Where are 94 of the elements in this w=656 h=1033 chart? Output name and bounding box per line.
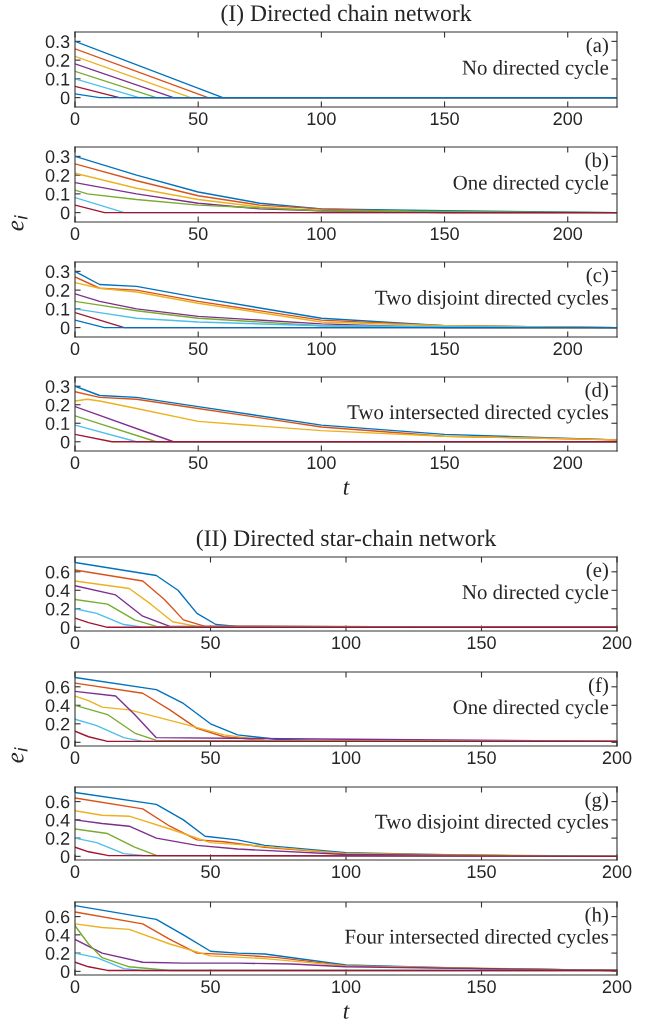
annotation: One directed cycle xyxy=(453,699,609,719)
x-tick-label: 150 xyxy=(467,636,496,650)
x-tick-label: 150 xyxy=(467,751,496,765)
y-tick-label: 0.2 xyxy=(45,947,70,960)
x-tick-label: 100 xyxy=(332,980,361,994)
y-tick-label: 0.4 xyxy=(45,813,70,827)
y-tick-label: 0.2 xyxy=(45,284,70,297)
chart-title: (I) Directed chain network xyxy=(221,4,472,26)
chart-title: (II) Directed star-chain network xyxy=(196,529,497,551)
y-tick-label: 0.2 xyxy=(45,398,70,412)
x-tick-label: 0 xyxy=(70,636,80,650)
x-tick-label: 50 xyxy=(201,980,220,994)
x-tick-label: 0 xyxy=(70,456,80,470)
y-axis-title: e$_{i}$ xyxy=(11,215,28,231)
annotation: (g) xyxy=(585,792,608,812)
y-tick-label: 0.1 xyxy=(45,302,70,316)
x-tick-label: 200 xyxy=(553,227,583,241)
y-tick-label: 0.1 xyxy=(45,417,70,430)
y-tick-label: 0 xyxy=(60,850,70,864)
y-tick-label: 0.3 xyxy=(45,35,70,49)
y-tick-label: 0.4 xyxy=(45,928,70,942)
y-tick-label: 0.6 xyxy=(45,910,70,924)
x-tick-label: 0 xyxy=(70,751,80,765)
y-tick-label: 0.6 xyxy=(45,680,70,694)
x-tick-label: 150 xyxy=(430,342,459,356)
x-tick-label: 0 xyxy=(70,342,80,356)
x-axis-title: t xyxy=(343,1005,350,1019)
x-tick-label: 50 xyxy=(188,342,208,356)
x-tick-label: 200 xyxy=(602,980,632,994)
x-tick-label: 150 xyxy=(430,112,459,126)
y-tick-label: 0.6 xyxy=(45,565,70,579)
annotation: Two intersected directed cycles xyxy=(347,404,609,424)
x-tick-label: 200 xyxy=(553,456,583,470)
annotation: (e) xyxy=(586,562,608,582)
x-tick-label: 150 xyxy=(467,980,496,994)
x-tick-label: 200 xyxy=(553,342,583,356)
y-tick-label: 0.2 xyxy=(45,169,70,182)
annotation: Two disjoint directed cycles xyxy=(375,290,609,309)
y-tick-label: 0.1 xyxy=(45,72,70,86)
x-tick-label: 50 xyxy=(201,636,220,650)
y-tick-label: 0.2 xyxy=(45,54,70,67)
x-tick-label: 150 xyxy=(430,227,459,241)
y-tick-label: 0.3 xyxy=(45,380,70,393)
x-tick-label: 200 xyxy=(553,112,583,126)
y-tick-label: 0.2 xyxy=(45,832,70,845)
y-tick-label: 0.4 xyxy=(45,699,70,713)
x-tick-label: 0 xyxy=(70,865,80,879)
y-tick-label: 0 xyxy=(60,91,70,105)
x-tick-label: 200 xyxy=(602,636,632,650)
annotation: (c) xyxy=(586,267,608,287)
y-tick-label: 0 xyxy=(60,321,70,335)
x-tick-label: 0 xyxy=(70,980,80,994)
annotation: Four intersected directed cycles xyxy=(345,929,609,948)
annotation: One directed cycle xyxy=(453,175,609,194)
x-tick-label: 50 xyxy=(201,865,220,879)
y-tick-label: 0.6 xyxy=(45,795,70,809)
x-tick-label: 100 xyxy=(332,751,361,765)
x-tick-label: 100 xyxy=(332,865,361,879)
y-tick-label: 0 xyxy=(60,736,70,750)
x-tick-label: 100 xyxy=(307,112,336,126)
y-tick-label: 0.3 xyxy=(45,150,70,164)
y-tick-label: 0.2 xyxy=(45,717,70,731)
x-tick-label: 50 xyxy=(201,751,220,765)
y-tick-label: 0 xyxy=(60,621,70,635)
y-tick-label: 0.3 xyxy=(45,265,70,279)
x-tick-label: 50 xyxy=(188,456,208,470)
x-tick-label: 0 xyxy=(70,112,80,126)
x-tick-label: 200 xyxy=(602,751,632,765)
y-tick-label: 0.2 xyxy=(45,602,70,616)
annotation: (d) xyxy=(585,382,608,402)
x-tick-label: 200 xyxy=(602,865,632,879)
annotation: (b) xyxy=(585,152,608,172)
x-tick-label: 100 xyxy=(307,227,336,241)
x-axis-title: t xyxy=(343,481,350,495)
x-tick-label: 150 xyxy=(467,865,496,879)
y-tick-label: 0.4 xyxy=(45,584,70,598)
x-tick-label: 100 xyxy=(307,342,336,356)
annotation: (h) xyxy=(585,907,608,927)
y-axis-title: e$_{i}$ xyxy=(11,747,28,763)
x-tick-label: 100 xyxy=(332,636,361,650)
x-tick-label: 0 xyxy=(70,227,80,241)
x-tick-label: 150 xyxy=(430,456,459,470)
annotation: (f) xyxy=(588,677,608,697)
annotation: No directed cycle xyxy=(462,60,609,79)
annotation: (a) xyxy=(586,37,608,57)
x-tick-label: 50 xyxy=(188,112,208,126)
y-tick-label: 0 xyxy=(60,965,70,979)
y-tick-label: 0.1 xyxy=(45,187,70,201)
x-tick-label: 100 xyxy=(307,456,336,470)
y-tick-label: 0 xyxy=(60,435,70,449)
annotation: Two disjoint directed cycles xyxy=(375,814,609,833)
annotation: No directed cycle xyxy=(462,584,609,604)
y-tick-label: 0 xyxy=(60,206,70,220)
x-tick-label: 50 xyxy=(188,227,208,241)
